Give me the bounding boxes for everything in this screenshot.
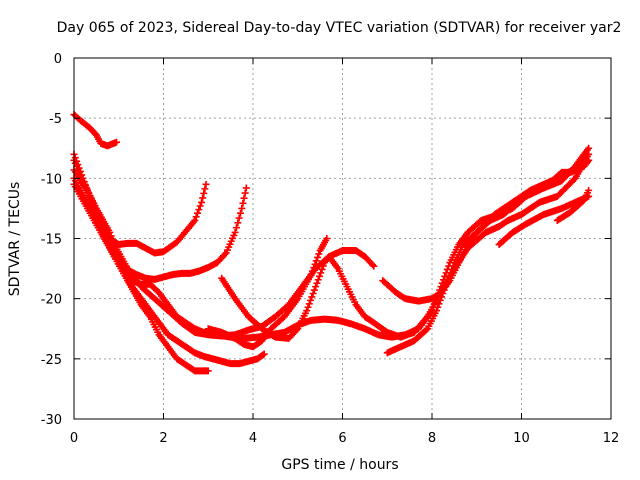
- data-point: [315, 250, 323, 258]
- data-point: [585, 156, 593, 164]
- x-tick-label: 12: [603, 431, 620, 446]
- data-point: [585, 150, 593, 158]
- series-track-9: [204, 235, 331, 351]
- data-point: [438, 293, 446, 301]
- data-point: [436, 296, 444, 304]
- y-tick-label: -15: [41, 233, 62, 248]
- data-point: [259, 351, 267, 359]
- data-point: [305, 300, 313, 308]
- data-point: [585, 186, 593, 194]
- y-tick-label: 0: [54, 52, 62, 67]
- y-tick-label: -5: [49, 112, 62, 127]
- data-point: [317, 269, 325, 277]
- data-point: [443, 279, 451, 287]
- x-tick-label: 2: [159, 431, 167, 446]
- data-point: [113, 138, 121, 146]
- x-tick-label: 4: [249, 431, 257, 446]
- data-point: [238, 204, 246, 212]
- data-point: [195, 206, 203, 214]
- data-point: [435, 300, 443, 308]
- data-point: [202, 180, 210, 188]
- data-point: [194, 209, 202, 217]
- data-point: [198, 198, 206, 206]
- data-point: [240, 194, 248, 202]
- data-point: [191, 216, 199, 224]
- data-point: [292, 326, 300, 334]
- data-point: [440, 286, 448, 294]
- data-point: [310, 264, 318, 272]
- series-track-13: [553, 186, 593, 224]
- data-point: [314, 276, 322, 284]
- data-point: [242, 184, 250, 192]
- data-point: [196, 202, 204, 210]
- data-point: [432, 307, 440, 315]
- data-point: [221, 250, 229, 258]
- data-point: [311, 260, 319, 268]
- data-point: [260, 350, 268, 358]
- y-tick-label: -10: [41, 172, 62, 187]
- data-point: [204, 367, 212, 375]
- series-track-11: [383, 156, 593, 357]
- data-point: [308, 267, 316, 275]
- data-point: [307, 296, 315, 304]
- y-tick-label: -25: [41, 353, 62, 368]
- data-point: [200, 189, 208, 197]
- data-point: [444, 276, 452, 284]
- data-point: [307, 271, 315, 279]
- data-points: [70, 111, 593, 375]
- data-point: [232, 224, 240, 232]
- x-axis-label: GPS time / hours: [281, 457, 398, 473]
- data-point: [315, 272, 323, 280]
- axis-ticks: 0 2 4 6 8 10 12 0 -5 -10 -15 -20 -25 -30: [41, 52, 620, 446]
- data-point: [313, 279, 321, 287]
- data-point: [231, 228, 239, 236]
- y-tick-label: -30: [41, 413, 62, 428]
- data-point: [314, 253, 322, 261]
- data-point: [449, 262, 457, 270]
- x-tick-label: 8: [428, 431, 436, 446]
- data-point: [192, 213, 200, 221]
- data-point: [318, 265, 326, 273]
- data-point: [308, 293, 316, 301]
- data-point: [579, 197, 587, 205]
- data-point: [447, 269, 455, 277]
- x-tick-label: 6: [338, 431, 346, 446]
- data-point: [199, 194, 207, 202]
- data-point: [310, 286, 318, 294]
- x-tick-label: 0: [70, 431, 78, 446]
- data-point: [234, 219, 242, 227]
- data-point: [239, 199, 247, 207]
- data-point: [309, 290, 317, 298]
- data-point: [439, 290, 447, 298]
- data-point: [422, 314, 430, 322]
- data-point: [445, 272, 453, 280]
- data-point: [312, 283, 320, 291]
- data-point: [585, 144, 593, 152]
- data-point: [303, 307, 311, 315]
- data-point: [370, 262, 378, 270]
- data-point: [236, 209, 244, 217]
- data-point: [201, 185, 209, 193]
- data-point: [422, 326, 430, 334]
- data-point: [304, 303, 312, 311]
- y-tick-label: -20: [41, 293, 62, 308]
- data-point: [448, 265, 456, 273]
- data-point: [319, 262, 327, 270]
- data-point: [434, 303, 442, 311]
- x-tick-label: 10: [513, 431, 530, 446]
- data-point: [235, 214, 243, 222]
- data-point: [441, 283, 449, 291]
- data-point: [323, 235, 331, 242]
- data-point: [241, 189, 249, 197]
- series-track-6: [70, 180, 268, 368]
- data-point: [369, 261, 377, 269]
- chart-title: Day 065 of 2023, Sidereal Day-to-day VTE…: [57, 20, 622, 36]
- y-axis-label: SDTVAR / TECUs: [7, 182, 23, 297]
- data-point: [312, 257, 320, 265]
